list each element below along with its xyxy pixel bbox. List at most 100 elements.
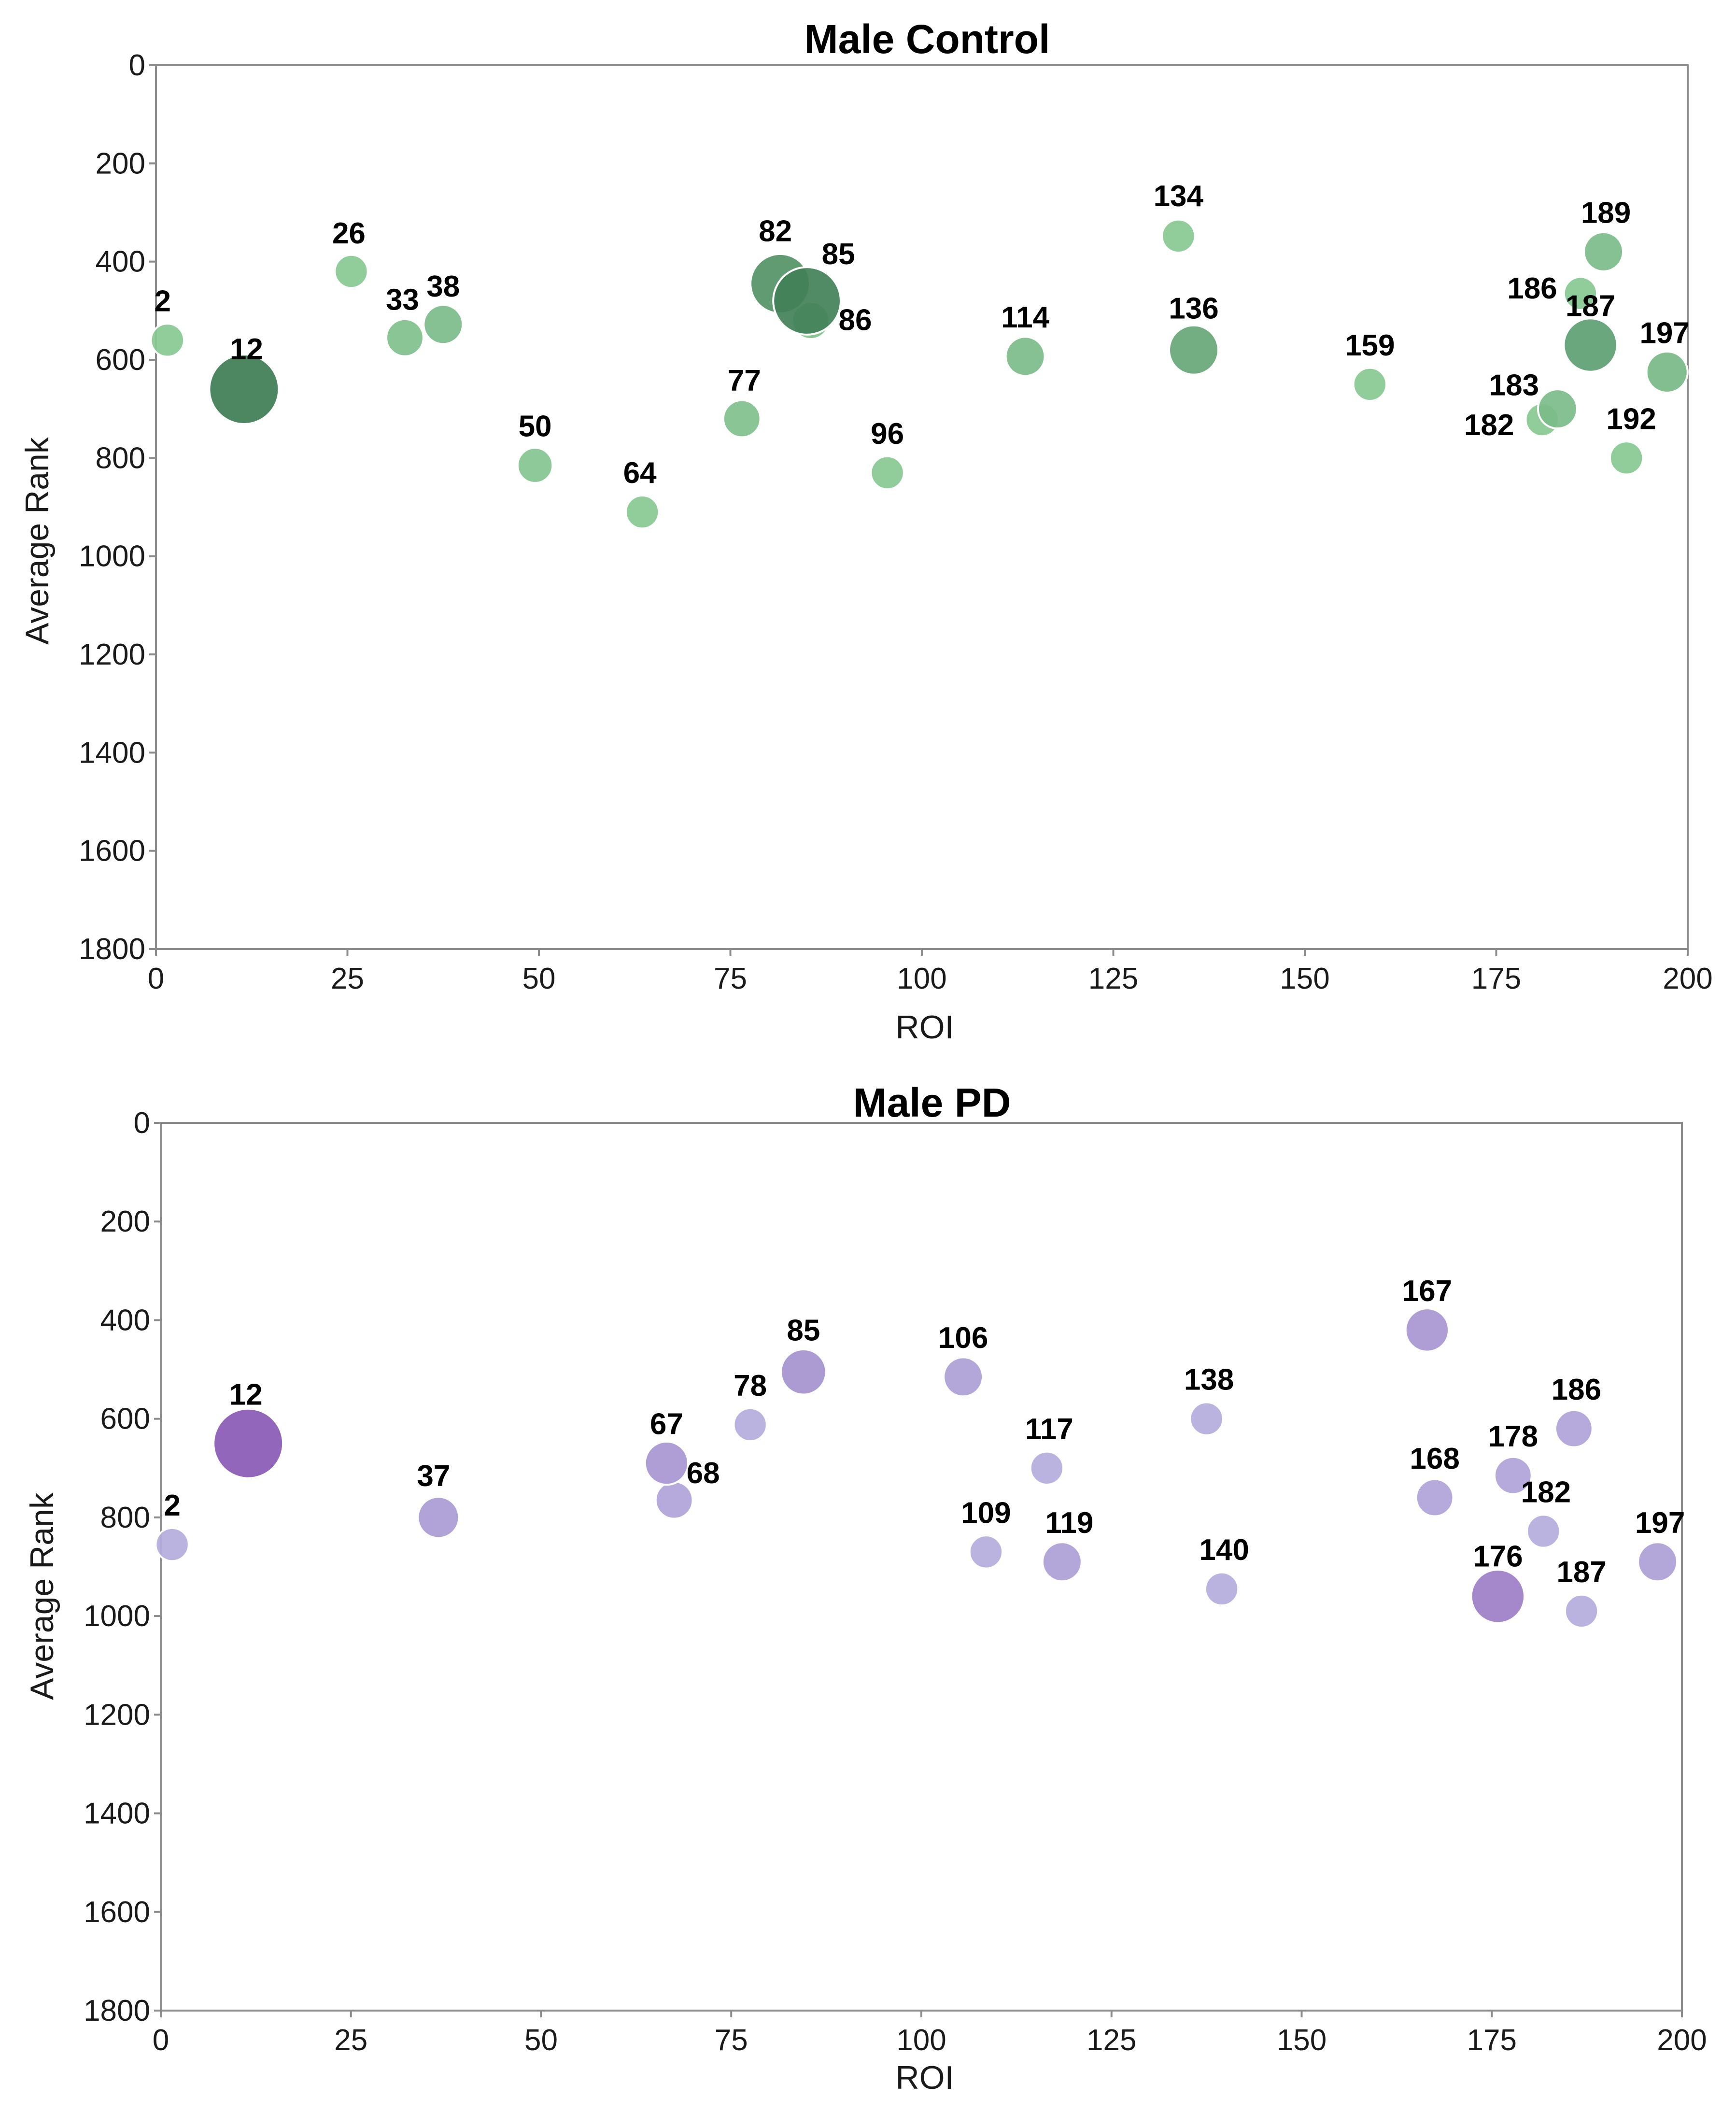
y-tick-label: 0 [129, 49, 145, 82]
scatter-point [1563, 317, 1618, 373]
scatter-point [1493, 1456, 1533, 1495]
x-tick-label: 0 [148, 962, 164, 995]
point-label: 187 [1566, 290, 1615, 323]
x-tick-label: 25 [334, 2024, 367, 2057]
point-label: 85 [822, 238, 855, 271]
x-tick-label: 150 [1280, 962, 1329, 995]
scatter-point [1645, 350, 1689, 394]
scatter-point [334, 254, 369, 289]
x-tick-label: 25 [331, 962, 364, 995]
point-label: 37 [417, 1460, 450, 1493]
x-tick-label: 75 [714, 962, 747, 995]
x-axis-ticks: 0 25 50 75 100 125 150 175 200 [153, 2011, 1707, 2057]
scatter-point [1563, 276, 1598, 311]
scatter-point [1537, 388, 1578, 430]
point-label: 183 [1489, 369, 1539, 402]
point-label: 86 [839, 304, 872, 337]
point-label: 117 [1025, 1413, 1073, 1446]
chart-title: Male Control [804, 16, 1050, 62]
point-label: 78 [734, 1369, 767, 1403]
point-label: 197 [1635, 1506, 1685, 1540]
scatter-point [943, 1356, 984, 1398]
scatter-point [1637, 1541, 1679, 1583]
x-axis-label: ROI [896, 1009, 954, 1046]
point-label: 38 [426, 270, 460, 303]
scatter-point [1204, 1571, 1240, 1607]
y-tick-label: 600 [96, 343, 145, 377]
x-tick-label: 175 [1471, 962, 1521, 995]
y-axis-label: Average Rank [19, 437, 56, 645]
scatter-point [385, 318, 424, 357]
scatter-point [1168, 324, 1220, 376]
point-label: 2 [164, 1489, 180, 1522]
plot-frame [155, 64, 1689, 950]
point-label: 68 [687, 1457, 720, 1490]
scatter-point [1470, 1569, 1526, 1624]
scatter-point [1583, 231, 1624, 272]
scatter-point [1041, 1541, 1083, 1583]
y-tick-label: 200 [100, 1205, 150, 1238]
scatter-point [1404, 1307, 1450, 1353]
point-label: 26 [332, 217, 366, 250]
point-label: 85 [787, 1314, 820, 1347]
x-tick-label: 200 [1663, 962, 1712, 995]
point-label: 178 [1488, 1420, 1538, 1453]
point-label: 50 [519, 410, 552, 443]
y-tick-label: 0 [134, 1106, 150, 1140]
scatter-point [722, 399, 762, 439]
scatter-point [417, 1496, 460, 1539]
y-tick-label: 800 [96, 441, 145, 475]
point-label: 136 [1169, 292, 1218, 326]
point-label: 187 [1556, 1556, 1606, 1589]
scatter-point [780, 1348, 827, 1396]
point-label: 114 [1001, 301, 1050, 334]
point-label: 82 [759, 214, 792, 248]
point-label: 12 [230, 333, 263, 366]
scatter-point [968, 1534, 1004, 1570]
point-label: 167 [1402, 1275, 1452, 1308]
point-label: 77 [728, 364, 761, 397]
plot-frame [160, 1122, 1683, 2012]
x-tick-label: 100 [897, 962, 946, 995]
x-tick-label: 100 [896, 2024, 946, 2057]
scatter-point [423, 304, 464, 345]
x-tick-label: 50 [522, 962, 556, 995]
scatter-point [1526, 1514, 1561, 1549]
x-tick-label: 0 [153, 2024, 169, 2057]
point-label: 109 [961, 1496, 1011, 1530]
y-tick-label: 600 [100, 1403, 150, 1436]
point-label: 189 [1581, 196, 1631, 229]
scatter-point [1415, 1478, 1454, 1517]
point-label: 106 [938, 1321, 988, 1355]
y-tick-label: 400 [96, 245, 145, 279]
scatter-point [1554, 1409, 1594, 1448]
x-tick-label: 125 [1087, 2024, 1136, 2057]
y-tick-label: 1800 [79, 933, 145, 966]
scatter-point [208, 354, 280, 425]
point-label: 138 [1184, 1363, 1234, 1397]
point-label: 182 [1464, 409, 1514, 442]
point-label: 64 [623, 456, 657, 490]
y-axis-ticks: 0 200 400 600 800 1000 1200 1400 1600 1800 [79, 49, 156, 966]
male-pd-panel: Male PD 02004006008001000120014001600180… [24, 1080, 1707, 2096]
scatter-point [1189, 1401, 1224, 1436]
point-label: 96 [871, 417, 904, 451]
x-tick-label: 175 [1467, 2024, 1517, 2057]
x-axis-label: ROI [896, 2059, 954, 2096]
scatter-point [870, 455, 905, 491]
y-tick-label: 400 [100, 1304, 150, 1337]
point-label: 197 [1639, 316, 1689, 350]
point-label: 2 [155, 284, 171, 318]
point-label: 176 [1473, 1540, 1523, 1573]
y-tick-label: 1600 [79, 835, 145, 868]
y-tick-label: 1400 [79, 736, 145, 769]
scatter-point [212, 1407, 284, 1479]
y-axis-label: Average Rank [24, 1492, 60, 1700]
point-label: 12 [229, 1378, 263, 1412]
x-tick-label: 50 [524, 2024, 558, 2057]
y-tick-label: 800 [100, 1501, 150, 1534]
point-label: 159 [1345, 329, 1395, 362]
point-label: 186 [1552, 1373, 1601, 1406]
